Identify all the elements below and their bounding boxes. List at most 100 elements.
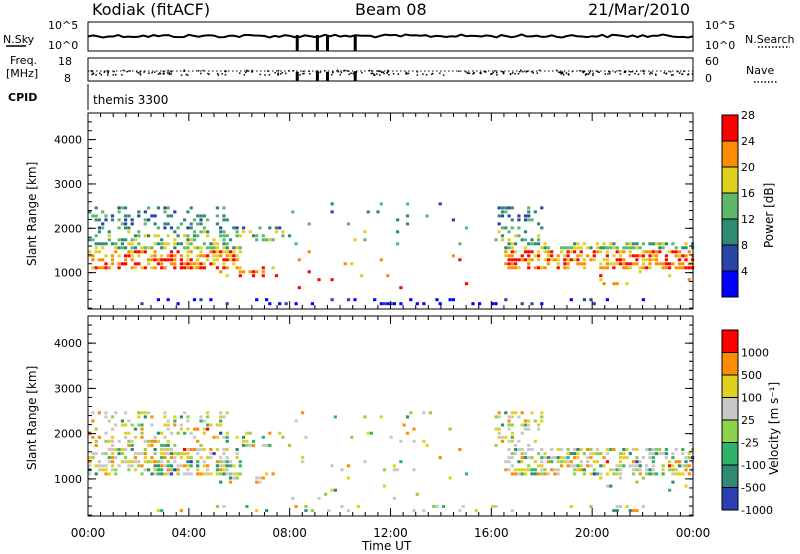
velocity-cell (160, 509, 164, 513)
power-cell (540, 206, 544, 210)
power-cell (396, 242, 400, 246)
freq-point (379, 74, 381, 76)
freq-dropout-bar (325, 72, 329, 81)
power-cell (615, 246, 619, 250)
freq-point (631, 71, 633, 73)
freq-point (151, 71, 153, 74)
freq-point (405, 73, 407, 75)
power-cell (632, 242, 636, 246)
power-cell (232, 250, 236, 254)
power-cell (212, 258, 216, 262)
power-cell (192, 266, 197, 270)
velocity-cell (382, 484, 387, 488)
velocity-colorbar-segment (722, 465, 738, 488)
velocity-cell (677, 460, 682, 464)
freq-point (691, 73, 694, 75)
power-cell (114, 242, 118, 246)
velocity-cell (464, 472, 469, 476)
velocity-cell (150, 456, 154, 460)
power-cell (576, 258, 580, 262)
velocity-cell (586, 460, 590, 464)
power-cell (563, 266, 567, 270)
freq-point (681, 73, 684, 75)
power-cell (307, 222, 311, 226)
freq-point (589, 70, 592, 72)
velocity-cell (592, 460, 596, 464)
power-cell (658, 242, 662, 246)
freq-point (608, 71, 610, 73)
power-cell (507, 262, 511, 266)
power-cell (189, 226, 193, 230)
velocity-cell (192, 448, 197, 451)
velocity-cell (546, 472, 550, 476)
power-cell (573, 242, 577, 246)
power-cell (179, 242, 183, 246)
velocity-cell (412, 468, 416, 472)
velocity-cell (110, 427, 115, 431)
power-cell (530, 218, 534, 222)
velocity-cell (618, 460, 623, 464)
power-cell (386, 302, 390, 306)
velocity-cell (671, 472, 675, 476)
power-cell (238, 250, 242, 254)
power-cell (189, 238, 193, 242)
freq-point (583, 70, 585, 73)
power-cell (265, 298, 269, 302)
power-cell (153, 250, 157, 254)
velocity-cell (235, 472, 239, 476)
velocity-cell (120, 419, 124, 423)
velocity-cell (586, 456, 590, 460)
power-cell (206, 230, 210, 234)
velocity-cell (130, 443, 134, 447)
power-cell (183, 246, 187, 250)
velocity-cell (677, 464, 682, 468)
x-tick-label: 00:00 (676, 526, 711, 540)
velocity-colorbar-segment (722, 420, 738, 443)
velocity-cell (215, 435, 219, 439)
power-cell (638, 246, 642, 250)
power-cell (169, 262, 174, 266)
power-cell (622, 262, 626, 266)
power-cell (569, 246, 573, 250)
velocity-cell (176, 472, 180, 476)
power-cell (212, 262, 216, 266)
power-cell (137, 214, 141, 218)
velocity-cell (317, 496, 321, 500)
power-cell (668, 262, 672, 266)
velocity-cell (209, 452, 213, 456)
velocity-cell (173, 468, 177, 472)
power-cell (117, 266, 121, 270)
freq-point (560, 73, 562, 75)
power-cell (599, 274, 603, 278)
power-cell (156, 262, 160, 266)
power-cell (569, 298, 573, 302)
velocity-cell (500, 423, 505, 427)
cpid-program: themis 3300 (93, 93, 168, 107)
velocity-cell (268, 443, 272, 447)
power-cell (117, 246, 121, 250)
velocity-cell (133, 452, 138, 456)
power-cell (543, 258, 547, 262)
freq-point (208, 73, 210, 76)
velocity-cell (150, 423, 154, 427)
freq-point (416, 71, 419, 73)
power-cell (615, 258, 619, 262)
power-cell (179, 222, 183, 226)
velocity-cell (202, 472, 206, 476)
power-cell (582, 262, 586, 266)
power-cell (632, 262, 636, 266)
power-cell (517, 234, 521, 238)
velocity-cell (101, 452, 105, 456)
velocity-colorbar-tick-label: 500 (741, 369, 762, 382)
power-cell (668, 274, 672, 278)
freq-point (279, 73, 282, 75)
power-cell (615, 250, 619, 254)
power-cell (209, 246, 213, 250)
velocity-cell (225, 460, 229, 464)
power-cell (599, 262, 603, 266)
velocity-cell (196, 452, 200, 456)
velocity-cell (494, 505, 498, 508)
power-cell (255, 238, 259, 242)
velocity-cell (176, 431, 180, 435)
freq-point (113, 70, 115, 73)
